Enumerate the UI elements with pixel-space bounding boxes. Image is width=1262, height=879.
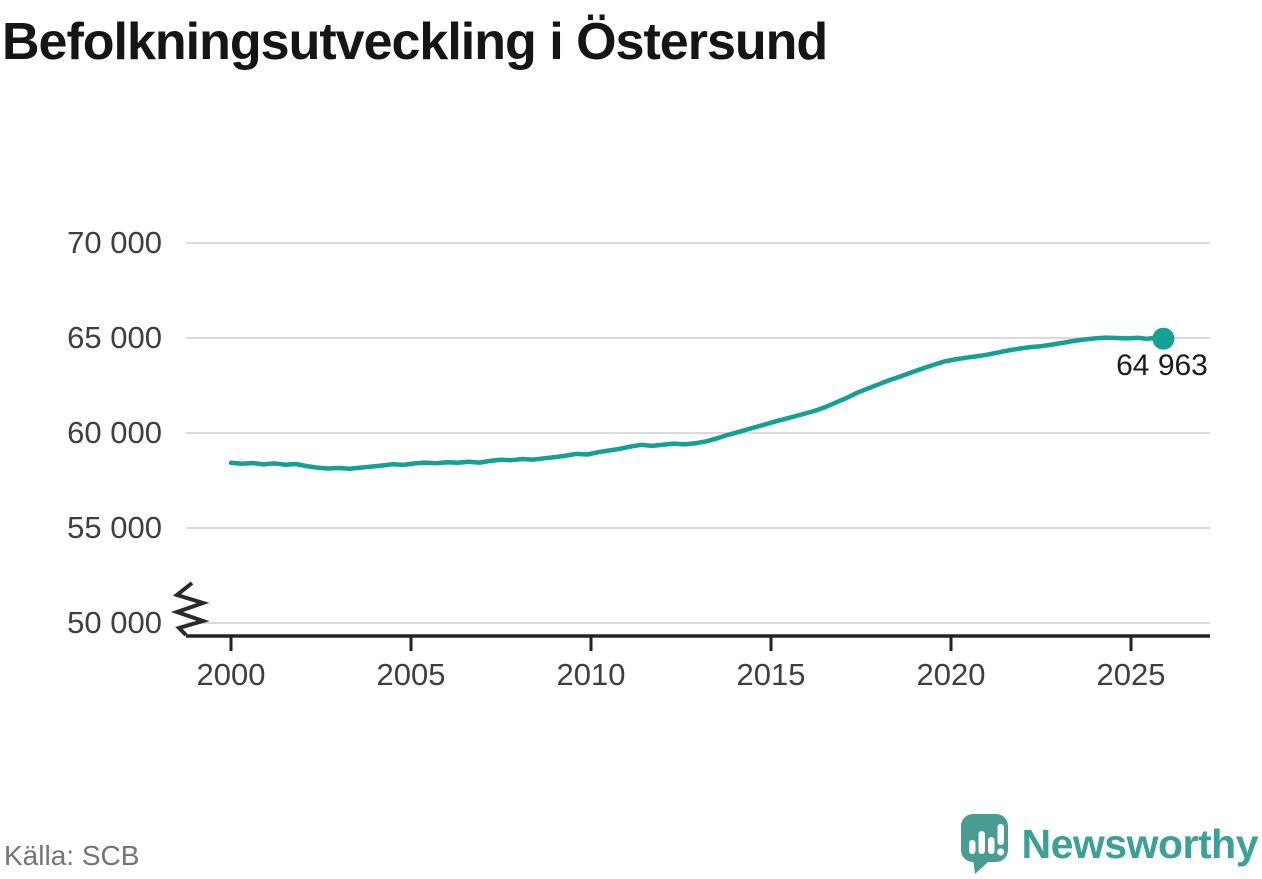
latest-value-label: 64 963 [1116,349,1208,382]
population-line-series [228,335,1166,471]
brand-name: Newsworthy [1021,820,1259,867]
source-credit: Källa: SCB [4,840,140,871]
y-tick-label: 65 000 [67,320,162,355]
x-tick-label: 2000 [196,657,266,692]
newsworthy-logo: Newsworthy [958,812,1259,876]
gridlines [186,242,1210,624]
x-tick-label: 2005 [376,657,446,692]
chart-title: Befolkningsutveckling i Östersund [2,13,828,71]
y-tick-label: 50 000 [67,605,162,640]
x-tick-label: 2025 [1096,657,1166,692]
x-axis-ticks [229,636,1133,651]
latest-value-dot [1152,327,1175,350]
y-tick-label: 55 000 [67,510,162,545]
axis-break-zigzag-icon [170,581,210,637]
newsworthy-bubble-chart-icon [960,814,1008,874]
x-tick-label: 2015 [736,657,806,692]
y-tick-label: 70 000 [67,225,162,260]
y-tick-label: 60 000 [67,415,162,450]
x-tick-label: 2010 [556,657,626,692]
x-tick-label: 2020 [916,657,986,692]
